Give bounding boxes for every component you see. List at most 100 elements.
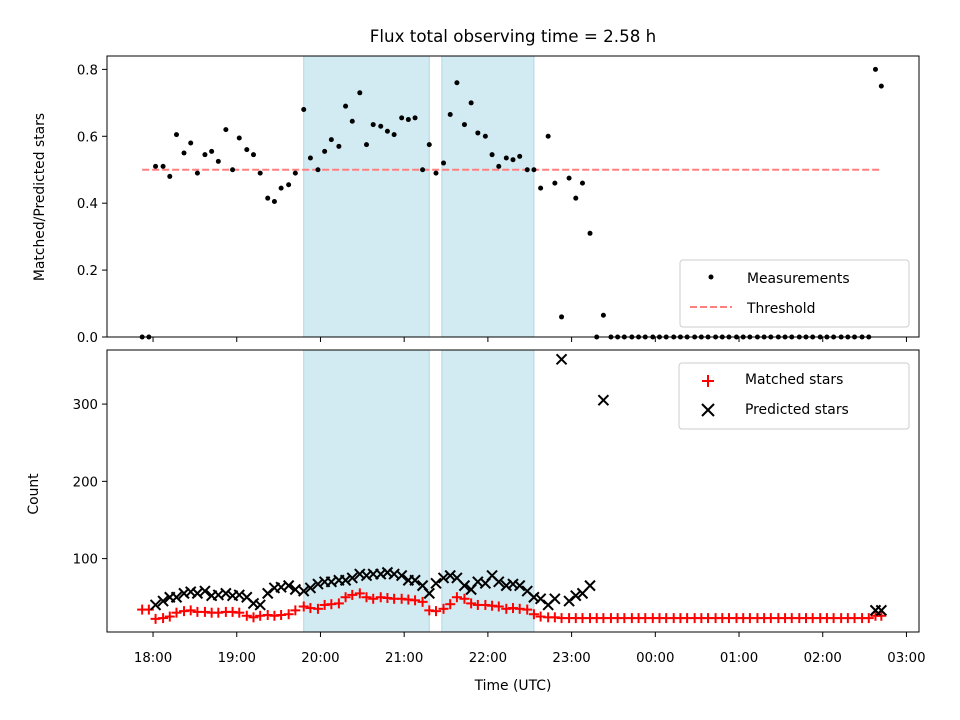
predicted-point: [437, 572, 450, 584]
top-ytick-label: 0.8: [77, 63, 98, 78]
measurement-point: [322, 148, 328, 154]
matched-point: [234, 607, 245, 618]
predicted-point: [354, 568, 366, 580]
matched-point: [347, 589, 358, 600]
matched-point: [522, 604, 533, 615]
predicted-point: [513, 579, 526, 592]
predicted-point: [381, 566, 394, 579]
measurement-point: [271, 199, 277, 205]
measurement-point: [447, 112, 453, 118]
predicted-point: [360, 569, 373, 582]
measurement-point: [343, 103, 349, 109]
matched-point: [445, 599, 456, 610]
top-ytick-label: 0.0: [77, 331, 98, 346]
predicted-point: [555, 353, 568, 365]
predicted-point: [339, 574, 352, 586]
matched-point: [493, 601, 504, 612]
measurement-point: [461, 122, 467, 128]
top-ytick-label: 0.4: [77, 197, 98, 212]
bottom-axes-frame: [106, 349, 920, 633]
measurement-point: [587, 230, 593, 236]
measurement-point: [482, 133, 488, 139]
measurement-point: [600, 312, 606, 318]
matched-point: [158, 613, 169, 624]
threshold-legend-label: Threshold: [746, 301, 815, 317]
measurement-point: [872, 66, 878, 72]
predicted-point: [458, 579, 471, 592]
measurement-point: [566, 175, 572, 181]
measurement-point: [412, 115, 418, 121]
predicted-legend-label: Predicted stars: [745, 402, 849, 418]
predicted-point: [493, 576, 505, 588]
bottom-x-ticks: 18:00 19:00 20:00 21:00 22:00 23:00 00:00 01:00…: [134, 632, 926, 666]
predicted-point: [584, 579, 596, 592]
bottom-y-ticks: 100 200 300: [73, 398, 107, 568]
xtick-label: 01:00: [720, 651, 758, 666]
bottom-ytick-label: 100: [73, 553, 98, 568]
measurement-point: [878, 83, 884, 89]
measurement-point: [433, 170, 439, 176]
matched-point: [528, 609, 539, 620]
top-ytick-label: 0.6: [77, 130, 98, 145]
predicted-point: [570, 589, 582, 602]
xtick-label: 20:00: [301, 651, 339, 666]
predicted-point: [549, 593, 561, 605]
top-panel: 0.00.20.40.60.8 Matched/Predicted stars …: [32, 55, 920, 346]
measurements-legend-label: Measurements: [747, 271, 850, 287]
measurement-point: [378, 123, 384, 129]
matched-point: [248, 612, 259, 623]
matched-point: [290, 605, 301, 616]
measurement-point: [223, 127, 229, 133]
matched-point: [438, 603, 449, 614]
matched-point: [298, 601, 309, 612]
measurement-point: [307, 155, 313, 161]
predicted-stars-series: [149, 353, 888, 617]
bottom-shaded-interval-1: [441, 349, 535, 633]
matched-point: [340, 592, 351, 603]
matched-point: [283, 609, 294, 620]
matched-point: [185, 605, 196, 616]
measurement-point: [426, 142, 432, 148]
matched-point: [417, 596, 428, 607]
matched-legend-marker: [702, 375, 714, 387]
measurement-point: [531, 167, 537, 173]
top-shaded-interval-0: [303, 55, 430, 338]
measurement-point: [244, 147, 250, 153]
xtick-label: 00:00: [636, 651, 674, 666]
measurement-point: [475, 130, 481, 136]
predicted-point: [199, 585, 211, 597]
matched-point: [354, 588, 365, 599]
measurement-point: [301, 107, 307, 113]
measurement-point: [202, 152, 208, 158]
measurement-point: [579, 180, 585, 186]
predicted-point: [395, 569, 408, 582]
xtick-label: 23:00: [552, 651, 590, 666]
measurement-point: [489, 152, 495, 158]
matched-point: [459, 593, 470, 604]
predicted-point: [312, 578, 324, 590]
measurement-point: [250, 152, 256, 158]
measurement-point: [265, 195, 271, 201]
predicted-point: [500, 579, 513, 592]
matched-point: [312, 603, 323, 614]
measurement-point: [230, 167, 236, 173]
predicted-point: [304, 582, 317, 594]
xtick-label: 22:00: [469, 651, 507, 666]
matched-point: [410, 595, 421, 606]
predicted-point: [597, 394, 610, 406]
measurement-point: [209, 148, 215, 154]
bottom-legend: Matched stars Predicted stars: [678, 362, 910, 430]
matched-stars-series: [137, 588, 887, 624]
matched-point: [451, 592, 462, 603]
measurement-point: [524, 167, 530, 173]
matched-point: [333, 598, 344, 609]
xtick-label: 21:00: [385, 651, 423, 666]
predicted-point: [875, 604, 888, 617]
predicted-point: [191, 587, 204, 600]
predicted-point: [409, 574, 421, 586]
measurement-point: [181, 150, 187, 156]
matched-point: [361, 592, 372, 603]
matched-legend-label: Matched stars: [745, 372, 843, 388]
bottom-ytick-label: 300: [73, 398, 98, 413]
predicted-point: [346, 572, 358, 584]
